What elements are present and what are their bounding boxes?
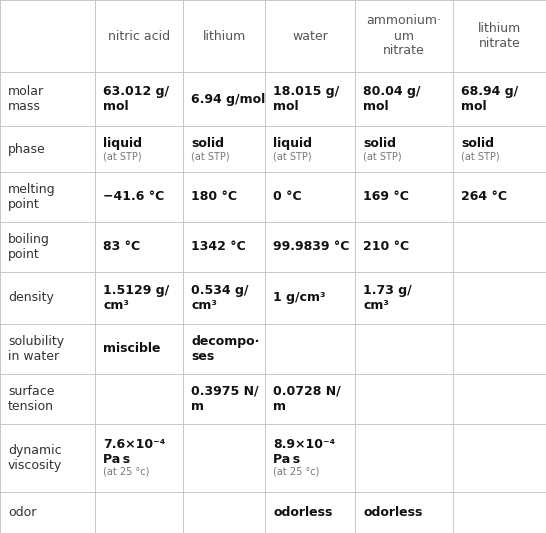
Text: odor: odor: [8, 506, 37, 519]
Text: (at STP): (at STP): [363, 151, 402, 161]
Text: melting
point: melting point: [8, 183, 56, 211]
Text: liquid: liquid: [273, 137, 312, 150]
Text: odorless: odorless: [273, 506, 333, 519]
Text: 0.3975 N/
m: 0.3975 N/ m: [191, 385, 259, 413]
Text: 264 °C: 264 °C: [461, 190, 507, 204]
Text: (at STP): (at STP): [461, 151, 500, 161]
Text: 169 °C: 169 °C: [363, 190, 409, 204]
Text: (at STP): (at STP): [103, 151, 141, 161]
Text: lithium
nitrate: lithium nitrate: [478, 22, 521, 50]
Text: density: density: [8, 292, 54, 304]
Text: phase: phase: [8, 142, 46, 156]
Text: boiling
point: boiling point: [8, 233, 50, 261]
Text: (at 25 °c): (at 25 °c): [103, 466, 150, 476]
Text: 99.9839 °C: 99.9839 °C: [273, 240, 349, 254]
Text: (at STP): (at STP): [273, 151, 312, 161]
Text: liquid: liquid: [103, 137, 142, 150]
Text: decompo·
ses: decompo· ses: [191, 335, 259, 363]
Text: solubility
in water: solubility in water: [8, 335, 64, 363]
Text: (at STP): (at STP): [191, 151, 230, 161]
Text: ammonium·
um
nitrate: ammonium· um nitrate: [366, 14, 442, 58]
Text: solid: solid: [191, 137, 224, 150]
Text: 1.5129 g/
cm³: 1.5129 g/ cm³: [103, 284, 169, 312]
Text: 0.534 g/
cm³: 0.534 g/ cm³: [191, 284, 248, 312]
Text: −41.6 °C: −41.6 °C: [103, 190, 164, 204]
Text: (at 25 °c): (at 25 °c): [273, 466, 319, 476]
Text: 0 °C: 0 °C: [273, 190, 301, 204]
Text: 68.94 g/
mol: 68.94 g/ mol: [461, 85, 518, 113]
Text: 1342 °C: 1342 °C: [191, 240, 246, 254]
Text: molar
mass: molar mass: [8, 85, 44, 113]
Text: 63.012 g/
mol: 63.012 g/ mol: [103, 85, 169, 113]
Text: nitric acid: nitric acid: [108, 29, 170, 43]
Text: 8.9×10⁻⁴
Pa s: 8.9×10⁻⁴ Pa s: [273, 438, 335, 466]
Text: 83 °C: 83 °C: [103, 240, 140, 254]
Text: 1 g/cm³: 1 g/cm³: [273, 292, 325, 304]
Text: 6.94 g/mol: 6.94 g/mol: [191, 93, 265, 106]
Text: 210 °C: 210 °C: [363, 240, 409, 254]
Text: solid: solid: [461, 137, 494, 150]
Text: 80.04 g/
mol: 80.04 g/ mol: [363, 85, 420, 113]
Text: surface
tension: surface tension: [8, 385, 55, 413]
Text: 1.73 g/
cm³: 1.73 g/ cm³: [363, 284, 412, 312]
Text: water: water: [292, 29, 328, 43]
Text: 180 °C: 180 °C: [191, 190, 237, 204]
Text: odorless: odorless: [363, 506, 423, 519]
Text: 18.015 g/
mol: 18.015 g/ mol: [273, 85, 339, 113]
Text: lithium: lithium: [203, 29, 246, 43]
Text: 0.0728 N/
m: 0.0728 N/ m: [273, 385, 341, 413]
Text: dynamic
viscosity: dynamic viscosity: [8, 444, 62, 472]
Text: miscible: miscible: [103, 343, 161, 356]
Text: solid: solid: [363, 137, 396, 150]
Text: 7.6×10⁻⁴
Pa s: 7.6×10⁻⁴ Pa s: [103, 438, 165, 466]
